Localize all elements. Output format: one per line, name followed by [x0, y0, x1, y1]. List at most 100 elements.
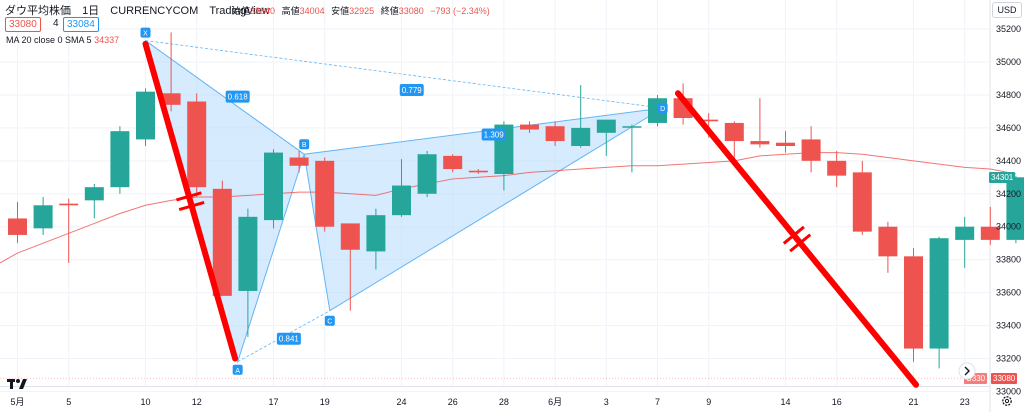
candle-body [801, 139, 821, 161]
trend-line [674, 90, 920, 388]
price-tick-label: 34400 [996, 156, 1021, 166]
candle-up [84, 183, 104, 219]
tradingview-logo-icon[interactable] [6, 377, 30, 391]
candle-body [1006, 177, 1024, 240]
source-label: CURRENCYCOM [110, 5, 199, 17]
trend-lines[interactable] [142, 40, 920, 388]
candle-up [136, 88, 155, 146]
candle-body [212, 188, 232, 296]
interval-label[interactable]: 1日 [82, 5, 100, 17]
candle-down [187, 93, 207, 198]
candle-body [468, 170, 488, 173]
candle-down [8, 201, 27, 244]
pattern-ratio-badge [276, 332, 301, 345]
pattern-ratio-badge [481, 128, 506, 141]
price-tick-label: 33400 [996, 321, 1021, 331]
ma-legend[interactable]: MA 20 close 0 SMA 5 34337 [6, 35, 119, 45]
date-tick-label: 10 [140, 397, 150, 407]
candle-body [980, 226, 1000, 240]
open-label: 始値 [232, 6, 251, 16]
candle-down [520, 121, 539, 133]
pattern-point-badge [299, 139, 310, 150]
trend-line [142, 40, 239, 362]
candle-up [622, 124, 642, 173]
pattern-point-label: X [143, 31, 148, 38]
price-tick-label: 33000 [996, 386, 1021, 396]
date-tick-label: 17 [268, 397, 278, 407]
chevron-right-icon[interactable] [958, 362, 976, 380]
candle-body [878, 226, 898, 257]
current-price-tag: 34301 [989, 172, 1016, 183]
pattern-labels: X A B C D 0.618 0.779 0.841 1.309 [140, 27, 668, 375]
candle-body [750, 141, 770, 145]
pattern-ratio-badge [399, 83, 424, 96]
price-tick-label: 34600 [996, 123, 1021, 133]
spread-value: 4 [53, 18, 59, 29]
price-tick-label: 33800 [996, 255, 1021, 265]
candle-down [545, 121, 565, 146]
ask-button[interactable]: 33084 [63, 17, 99, 32]
date-tick-label: 3 [604, 397, 609, 407]
date-tick-label: 16 [832, 397, 842, 407]
candle-body [596, 119, 616, 133]
candle-up [955, 216, 975, 268]
candle-down [801, 126, 821, 173]
bid-button[interactable]: 33080 [5, 17, 41, 32]
trend-line-hatch [789, 233, 812, 253]
candle-body [161, 93, 181, 105]
date-tick-label: 19 [320, 397, 330, 407]
trend-line-hatch [176, 191, 202, 202]
pattern-ratio-badge [225, 90, 250, 103]
candle-down [59, 198, 79, 263]
open-value: 33840 [250, 6, 276, 16]
candle-body [8, 218, 27, 235]
pattern-point-badge [140, 27, 151, 38]
pattern-ratio-label: 0.779 [402, 86, 423, 95]
candle-down [468, 169, 488, 174]
candle-body [904, 256, 923, 349]
trend-line-hatch [178, 200, 205, 211]
candle-body [366, 215, 386, 252]
candle-down [904, 248, 923, 362]
candle-body [699, 119, 719, 122]
date-tick-label: 24 [396, 397, 406, 407]
date-tick-label: 9 [706, 397, 711, 407]
candle-up [417, 150, 437, 198]
candle-body [59, 203, 79, 206]
date-tick-label: 23 [960, 397, 970, 407]
close-label: 終値 [380, 6, 399, 16]
price-tick-label: 34000 [996, 222, 1021, 232]
time-axis[interactable]: 5月 5 10 12 17 19 24 26 28 6月 3 7 9 14 16 21 23 [10, 397, 969, 407]
price-axis[interactable]: 33000 33200 33400 33600 33800 34000 34200 34400… [996, 24, 1021, 396]
ma-label: MA 20 close 0 SMA 5 [6, 35, 92, 45]
price-tick-label: 34800 [996, 90, 1021, 100]
chart-title: ダウ平均株価 1日 CURRENCYCOM TradingView [5, 2, 270, 18]
candle-down [750, 98, 770, 148]
candle-body [110, 131, 130, 188]
candle-up [264, 149, 283, 229]
pattern-point-label: A [235, 368, 240, 375]
candle-body [315, 160, 335, 227]
pattern-point-label: C [327, 319, 332, 326]
price-tick-label: 34200 [996, 189, 1021, 199]
date-tick-label: 28 [499, 397, 509, 407]
high-label: 高値 [281, 6, 300, 16]
pattern-ratio-line [145, 40, 305, 155]
candle-body [622, 126, 642, 128]
candle-body [776, 142, 795, 146]
date-tick-label: 5月 [10, 397, 24, 407]
trend-line-hatch [782, 225, 805, 245]
candle-up [33, 197, 53, 235]
currency-button[interactable]: USD [992, 2, 1022, 18]
candle-body [545, 126, 565, 142]
gear-icon[interactable] [1000, 394, 1014, 408]
price-tick-label: 35200 [996, 24, 1021, 34]
candle-down [161, 32, 181, 112]
last-price-tag: 33080 [991, 373, 1018, 384]
candle-up [596, 119, 616, 156]
candle-body [136, 91, 155, 140]
ma-value: 34337 [94, 35, 120, 45]
close-value: 33080 [398, 6, 424, 16]
candle-body [33, 205, 53, 229]
